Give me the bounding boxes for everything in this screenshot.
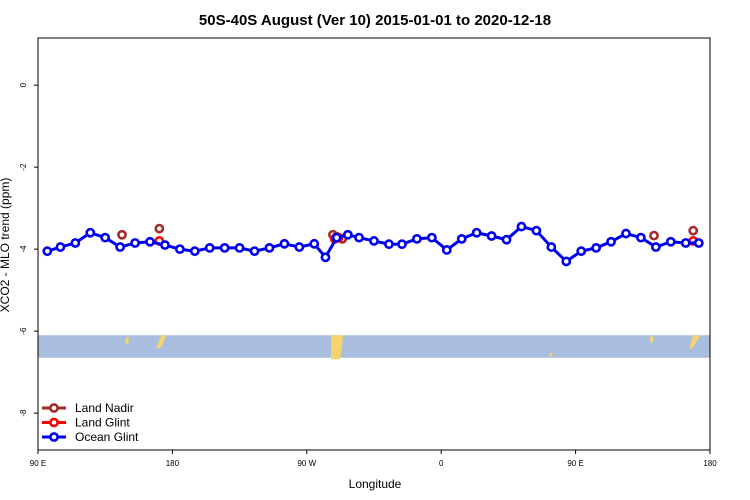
data-point: [384, 239, 394, 250]
x-tick-label: 180: [703, 459, 717, 468]
legend-item: Land Nadir: [42, 401, 134, 415]
land-ocean-band: [38, 335, 710, 360]
data-point: [650, 242, 661, 252]
series-line: [46, 224, 699, 264]
data-point: [486, 231, 497, 241]
data-point: [70, 238, 81, 248]
legend-marker: [49, 403, 59, 413]
data-point: [309, 238, 320, 249]
data-point: [516, 221, 527, 232]
data-point: [441, 245, 452, 255]
data-point: [693, 238, 704, 248]
data-point: [471, 227, 482, 238]
data-point: [234, 242, 245, 253]
x-axis-label: Longitude: [349, 477, 402, 491]
data-point: [264, 242, 275, 253]
x-tick-label: 0: [439, 459, 444, 468]
land-patch: [331, 335, 344, 360]
data-point: [456, 233, 467, 244]
data-point: [426, 232, 437, 243]
y-axis-label: XCO2 - MLO trend (ppm): [0, 178, 12, 313]
data-point: [115, 242, 126, 252]
data-point: [342, 229, 353, 240]
data-point: [636, 232, 646, 243]
plot-frame: [37, 37, 711, 451]
x-tick-label: 90 E: [30, 459, 46, 468]
data-point: [331, 232, 342, 243]
data-point: [130, 238, 140, 248]
data-point: [42, 246, 53, 257]
data-point: [369, 236, 379, 246]
legend-label: Ocean Glint: [75, 430, 139, 444]
legend-label: Land Glint: [75, 416, 130, 430]
chart-title: 50S-40S August (Ver 10) 2015-01-01 to 20…: [199, 12, 551, 29]
land-patch: [156, 335, 167, 350]
data-point: [688, 225, 699, 236]
x-tick-label: 90 W: [297, 459, 316, 468]
data-point: [665, 236, 676, 247]
data-point: [320, 252, 331, 263]
data-point: [501, 234, 512, 245]
data-point: [160, 240, 170, 250]
data-point: [606, 236, 616, 247]
data-point: [204, 242, 215, 253]
x-tick-label: 90 E: [567, 459, 583, 468]
data-point: [117, 229, 127, 240]
data-point: [531, 225, 542, 236]
data-point: [354, 232, 364, 243]
data-point: [145, 236, 155, 247]
data-point: [219, 242, 230, 253]
data-point: [680, 238, 691, 248]
data-point: [591, 242, 602, 253]
data-point: [397, 239, 407, 250]
data-point: [279, 238, 290, 249]
y-tick-label: -6: [19, 327, 28, 335]
legend-marker: [49, 432, 59, 442]
ocean-band: [38, 335, 710, 358]
land-patch: [689, 335, 701, 350]
legend-label: Land Nadir: [75, 401, 134, 415]
data-point: [576, 246, 587, 257]
y-tick-label: -4: [19, 245, 28, 253]
data-point: [189, 246, 200, 257]
land-patch: [650, 336, 654, 343]
data-point: [100, 232, 111, 243]
y-tick-label: -8: [19, 409, 28, 417]
data-point: [649, 230, 659, 241]
data-point: [154, 223, 165, 234]
data-point: [561, 256, 572, 267]
x-tick-label: 180: [166, 459, 180, 468]
data-point: [55, 242, 66, 252]
series-layer: [42, 221, 704, 267]
data-point: [85, 227, 96, 238]
legend-item: Land Glint: [42, 416, 130, 430]
data-point: [546, 242, 557, 252]
legend-marker: [49, 417, 59, 428]
axes: 90 E 180 90 W 0 90 E 180 0 -2 -4 -6 -8: [19, 82, 717, 468]
data-point: [412, 233, 422, 244]
land-patch: [549, 353, 553, 357]
data-point: [294, 242, 305, 252]
data-point: [249, 246, 260, 257]
land-patch: [125, 337, 129, 345]
legend-item: Ocean Glint: [42, 430, 139, 444]
series-ocean-glint: [42, 221, 704, 267]
data-point: [174, 244, 185, 255]
y-tick-label: -2: [19, 163, 28, 171]
y-tick-label: 0: [19, 82, 28, 87]
data-point: [621, 228, 631, 239]
